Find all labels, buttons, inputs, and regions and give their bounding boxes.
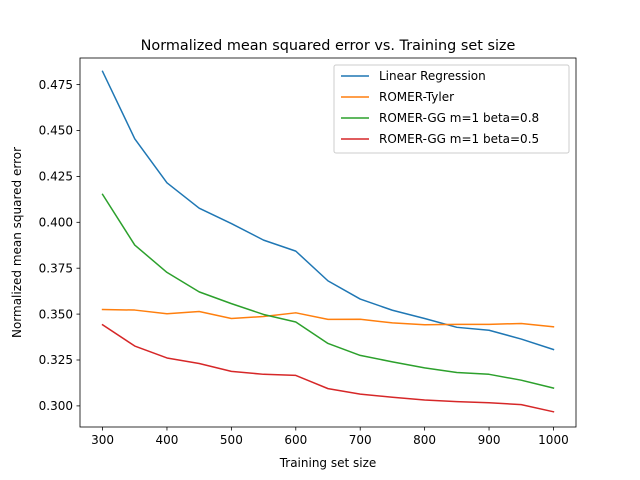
legend-label: Linear Regression <box>379 69 486 83</box>
y-tick-label: 0.450 <box>39 124 73 138</box>
y-tick-label: 0.325 <box>39 353 73 367</box>
legend-label: ROMER-Tyler <box>379 90 454 104</box>
x-tick-label: 500 <box>220 433 243 447</box>
y-tick-label: 0.300 <box>39 399 73 413</box>
legend: Linear Regression ROMER-Tyler ROMER-GG m=1… <box>333 64 570 154</box>
series-layer <box>101 70 555 413</box>
y-tick-label: 0.475 <box>39 78 73 92</box>
legend-label: ROMER-GG m=1 beta=0.8 <box>379 111 539 125</box>
x-tick-label: 600 <box>284 433 307 447</box>
plot-frame <box>79 57 577 428</box>
series-line-4 <box>101 323 555 413</box>
x-axis-ticks: 300 400 500 600 700 800 900 1000 <box>91 427 569 447</box>
legend-label: ROMER-GG m=1 beta=0.5 <box>379 132 539 146</box>
x-tick-label: 1000 <box>538 433 569 447</box>
chart-title: Normalized mean squared error vs. Traini… <box>141 38 516 54</box>
series-line-1 <box>101 70 555 351</box>
y-tick-label: 0.350 <box>39 307 73 321</box>
series-line-3 <box>101 193 555 389</box>
x-tick-label: 700 <box>349 433 372 447</box>
legend-box <box>333 64 570 154</box>
y-tick-label: 0.375 <box>39 261 73 275</box>
x-tick-label: 800 <box>413 433 436 447</box>
x-tick-label: 300 <box>91 433 114 447</box>
y-tick-label: 0.400 <box>39 216 73 230</box>
y-tick-label: 0.425 <box>39 170 73 184</box>
y-axis-ticks: 0.300 0.325 0.350 0.375 0.400 0.425 0.450 0.475 <box>39 78 80 413</box>
x-tick-label: 400 <box>156 433 179 447</box>
x-tick-label: 900 <box>478 433 501 447</box>
series-line-2 <box>101 308 555 328</box>
plot-area: 300 400 500 600 700 800 900 1000 0.300 0.325 0.35… <box>39 57 577 447</box>
y-axis-label: Normalized mean squared error <box>10 147 24 338</box>
x-axis-label: Training set size <box>279 456 377 470</box>
